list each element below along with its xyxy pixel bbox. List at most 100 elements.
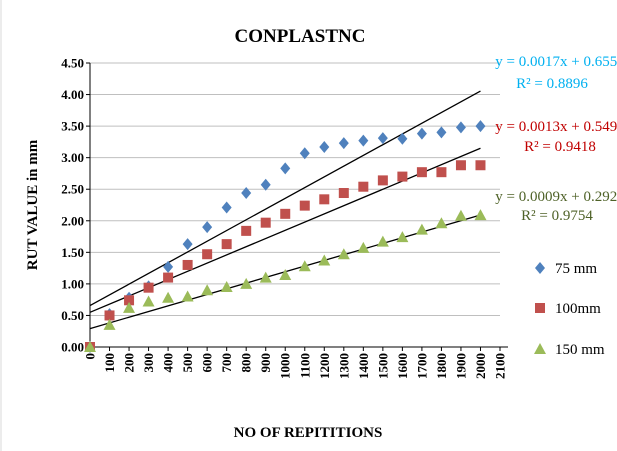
data-point-1 bbox=[475, 160, 486, 171]
data-point-1 bbox=[163, 272, 174, 283]
x-tick-label: 2000 bbox=[473, 353, 488, 379]
data-point-1 bbox=[299, 200, 310, 211]
x-tick-label: 1300 bbox=[336, 353, 351, 379]
trendline-r2-2: R² = 0.9754 bbox=[521, 208, 593, 224]
y-tick-label: 2.50 bbox=[61, 182, 84, 197]
x-tick-label: 500 bbox=[180, 353, 195, 373]
data-point-1 bbox=[416, 167, 427, 178]
data-point-0 bbox=[260, 178, 271, 191]
data-point-2 bbox=[259, 271, 272, 283]
y-tick-label: 3.00 bbox=[61, 150, 84, 165]
x-tick-label: 900 bbox=[258, 353, 273, 373]
x-tick-label: 1500 bbox=[375, 353, 390, 379]
trendline-0 bbox=[89, 90, 481, 307]
trendline-equation-0: y = 0.0017x + 0.6558 bbox=[495, 54, 617, 70]
legend-label-1: 100mm bbox=[555, 301, 601, 317]
data-point-0 bbox=[319, 140, 330, 153]
data-point-2 bbox=[396, 231, 409, 243]
trendline-equation-1: y = 0.0013x + 0.5494 bbox=[495, 119, 617, 135]
data-point-1 bbox=[397, 171, 408, 182]
data-point-2 bbox=[201, 284, 214, 296]
y-tick-label: 4.00 bbox=[61, 87, 84, 102]
data-point-2 bbox=[84, 341, 96, 352]
x-tick-label: 1000 bbox=[278, 353, 293, 379]
y-tick-label: 1.00 bbox=[61, 276, 84, 291]
trendline-1 bbox=[89, 147, 481, 313]
x-tick-label: 100 bbox=[102, 353, 117, 373]
x-tick-label: 700 bbox=[219, 353, 234, 373]
legend-label-2: 150 mm bbox=[555, 342, 605, 358]
data-point-2 bbox=[357, 241, 370, 253]
data-point-0 bbox=[299, 147, 310, 160]
data-point-0 bbox=[358, 134, 369, 147]
x-tick-label: 1700 bbox=[414, 353, 429, 379]
data-point-2 bbox=[454, 209, 467, 221]
data-point-2 bbox=[415, 223, 428, 235]
data-point-0 bbox=[436, 126, 447, 139]
data-point-1 bbox=[143, 282, 154, 293]
data-point-1 bbox=[104, 310, 115, 321]
data-point-0 bbox=[338, 137, 349, 150]
x-tick-label: 600 bbox=[200, 353, 215, 373]
x-tick-label: 400 bbox=[161, 353, 176, 373]
y-tick-label: 4.50 bbox=[61, 56, 84, 71]
data-point-1 bbox=[455, 160, 466, 171]
data-point-0 bbox=[221, 201, 232, 214]
data-point-0 bbox=[182, 238, 193, 251]
data-point-0 bbox=[475, 120, 486, 133]
data-point-0 bbox=[241, 187, 252, 200]
x-tick-label: 2100 bbox=[493, 353, 508, 379]
data-point-1 bbox=[358, 181, 369, 192]
data-point-1 bbox=[436, 167, 447, 178]
data-point-0 bbox=[377, 132, 388, 145]
data-point-2 bbox=[318, 254, 331, 266]
x-tick-label: 1900 bbox=[453, 353, 468, 379]
data-point-0 bbox=[397, 132, 408, 145]
x-tick-label: 1800 bbox=[434, 353, 449, 379]
legend-label-0: 75 mm bbox=[555, 261, 597, 277]
trendline-r2-1: R² = 0.9418 bbox=[524, 139, 596, 155]
y-tick-label: 1.50 bbox=[61, 245, 84, 260]
data-point-0 bbox=[455, 121, 466, 134]
y-tick-label: 0.00 bbox=[61, 340, 84, 355]
data-point-1 bbox=[221, 239, 232, 250]
x-tick-label: 1400 bbox=[356, 353, 371, 379]
data-point-1 bbox=[124, 295, 135, 306]
legend-marker-0 bbox=[535, 262, 545, 274]
x-tick-label: 200 bbox=[122, 353, 137, 373]
data-point-1 bbox=[319, 194, 330, 205]
data-point-2 bbox=[279, 269, 292, 281]
legend-marker-1 bbox=[535, 303, 545, 313]
data-point-0 bbox=[163, 260, 174, 273]
data-point-1 bbox=[338, 188, 349, 199]
legend-marker-2 bbox=[534, 343, 546, 354]
data-point-2 bbox=[123, 301, 136, 313]
x-axis-title: NO OF REPITITIONS bbox=[234, 425, 383, 441]
trendline-r2-0: R² = 0.8896 bbox=[516, 76, 588, 92]
y-tick-label: 3.50 bbox=[61, 119, 84, 134]
data-point-2 bbox=[376, 235, 389, 247]
data-point-2 bbox=[181, 290, 194, 302]
data-point-2 bbox=[337, 248, 350, 260]
y-tick-label: 2.00 bbox=[61, 213, 84, 228]
x-tick-label: 300 bbox=[141, 353, 156, 373]
data-point-2 bbox=[103, 318, 116, 330]
data-point-2 bbox=[142, 295, 155, 307]
data-point-2 bbox=[240, 277, 253, 289]
data-point-2 bbox=[220, 281, 233, 293]
data-point-1 bbox=[182, 259, 193, 270]
data-point-2 bbox=[435, 217, 448, 229]
x-tick-label: 1200 bbox=[317, 353, 332, 379]
data-point-1 bbox=[202, 249, 213, 260]
data-point-2 bbox=[162, 291, 175, 303]
x-tick-label: 1600 bbox=[395, 353, 410, 379]
data-point-1 bbox=[377, 175, 388, 186]
data-point-2 bbox=[474, 209, 487, 221]
trendline-equation-2: y = 0.0009x + 0.2921 bbox=[495, 189, 617, 205]
x-tick-label: 0 bbox=[83, 353, 98, 360]
x-tick-label: 800 bbox=[239, 353, 254, 373]
data-point-1 bbox=[280, 208, 291, 219]
y-axis-title: RUT VALUE in mm bbox=[25, 139, 41, 270]
